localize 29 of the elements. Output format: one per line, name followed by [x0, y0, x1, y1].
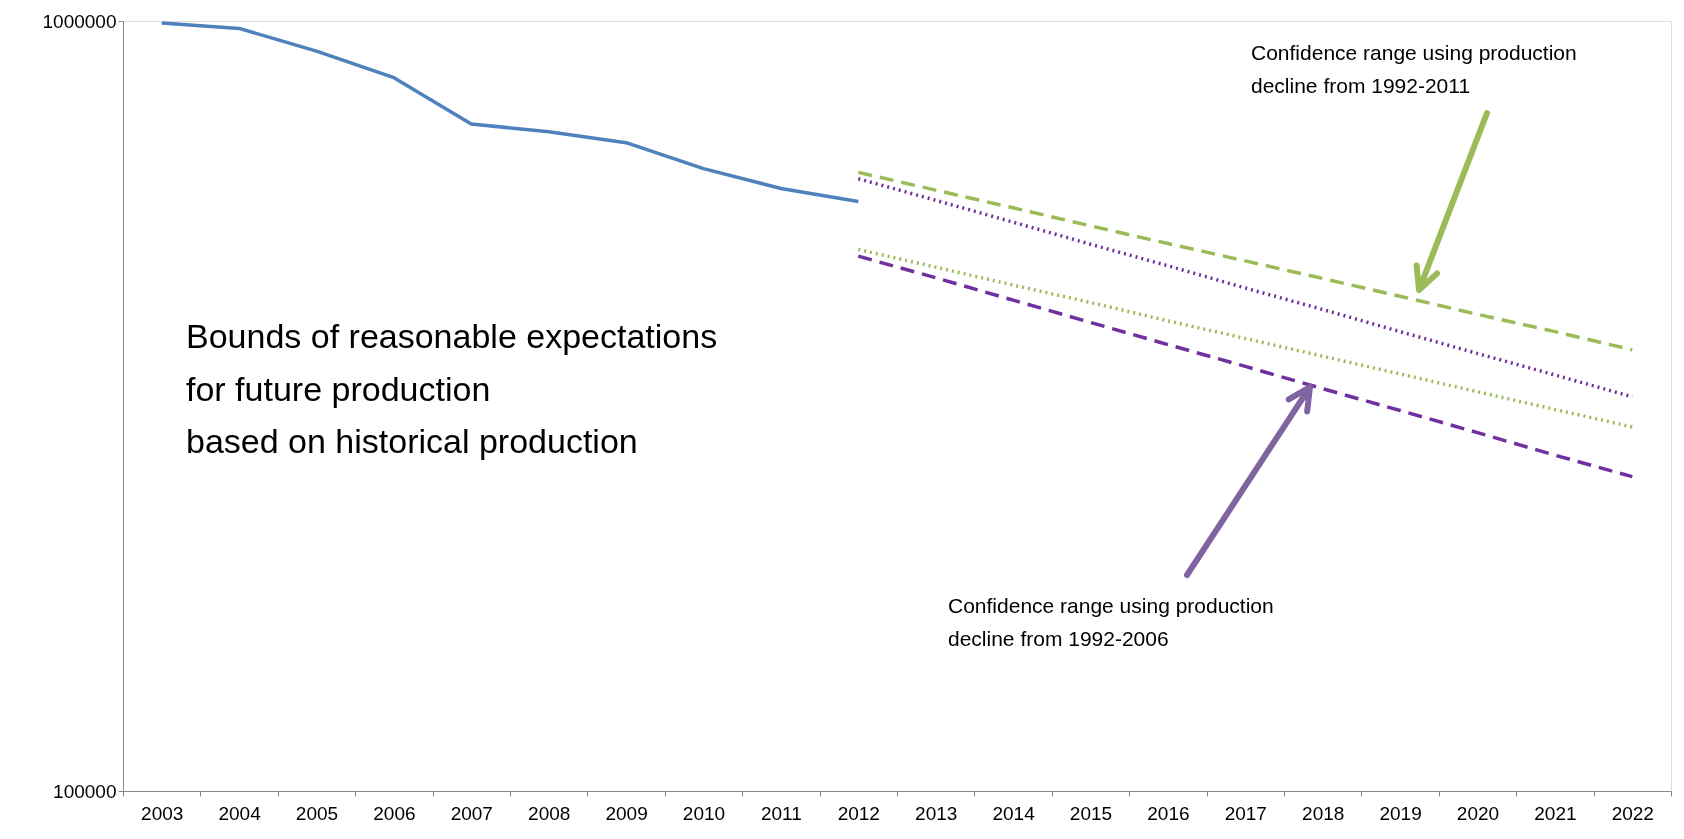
x-tick-label: 2012 — [837, 802, 880, 824]
x-tick-label: 2013 — [915, 802, 958, 824]
x-tick-label: 2008 — [528, 802, 571, 824]
x-tick-label: 2003 — [141, 802, 184, 824]
x-tick-label: 2006 — [373, 802, 416, 824]
x-tick-label: 2005 — [295, 802, 339, 824]
line-series — [159, 21, 861, 204]
line-series — [856, 170, 1635, 352]
y-tick-label: 1000000 — [42, 10, 117, 32]
line-series — [856, 247, 1635, 429]
x-tick-label: 2004 — [218, 802, 262, 824]
annotation: Confidence range using production decline from 1992-2006 — [948, 594, 1274, 650]
x-tick-label: 2017 — [1224, 802, 1267, 824]
annotation: Confidence range using production decline from 1992-2011 — [1251, 41, 1577, 97]
annotation: Bounds of reasonable expectations for future production based on historical production — [186, 317, 718, 461]
x-tick-label: 2007 — [450, 802, 493, 824]
x-tick-label: 2016 — [1147, 802, 1190, 824]
x-tick-label: 2019 — [1379, 802, 1422, 824]
x-tick-label: 2020 — [1456, 802, 1500, 824]
x-tick-label: 2011 — [760, 802, 802, 824]
x-tick-label: 2009 — [605, 802, 648, 824]
x-tick-label: 2015 — [1069, 802, 1113, 824]
x-tick-label: 2010 — [682, 802, 726, 824]
x-tick-label: 2018 — [1302, 802, 1345, 824]
line-series — [856, 254, 1635, 479]
x-tick-label: 2014 — [992, 802, 1036, 824]
y-tick-label: 100000 — [53, 780, 117, 802]
x-tick-label: 2021 — [1534, 802, 1577, 824]
x-tick-label: 2022 — [1611, 802, 1654, 824]
